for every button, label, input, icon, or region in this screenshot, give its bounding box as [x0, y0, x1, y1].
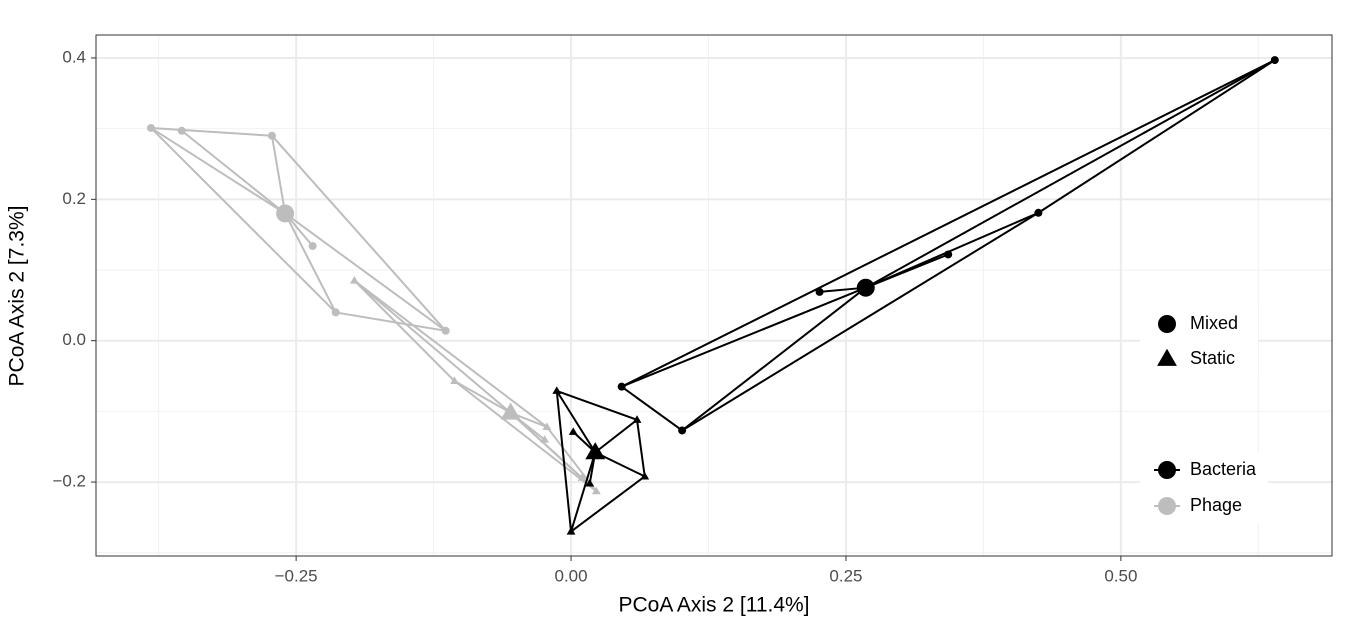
- y-axis-title: PCoA Axis 2 [7.3%]: [6, 206, 29, 387]
- point: [944, 250, 953, 259]
- x-tick-label: 0.00: [554, 566, 587, 585]
- spider-line: [570, 452, 597, 532]
- legend-key: [1158, 315, 1176, 333]
- legend-label: Static: [1190, 348, 1235, 368]
- spider-line: [594, 419, 638, 454]
- point: [1034, 208, 1043, 217]
- spider-line: [865, 59, 1276, 289]
- hull-edge: [681, 211, 1039, 432]
- point: [308, 241, 317, 250]
- legend-key: [1157, 348, 1177, 366]
- spider-line: [353, 279, 512, 414]
- point: [331, 308, 340, 317]
- x-tick-label: 0.25: [829, 566, 862, 585]
- plot-background: [96, 35, 1332, 556]
- point: [577, 473, 587, 481]
- hull-edge: [353, 279, 456, 382]
- plot-border: [95, 34, 1333, 557]
- point: [632, 415, 642, 423]
- hull-edge: [335, 311, 446, 332]
- hull-edge: [546, 426, 598, 492]
- spider-line: [284, 213, 337, 313]
- point: [450, 376, 459, 385]
- point: [566, 526, 576, 535]
- spider-line: [270, 135, 287, 214]
- x-tick-label: −0.25: [275, 566, 318, 585]
- spider-line: [453, 380, 512, 414]
- hull-edge: [556, 389, 638, 421]
- spider-line: [150, 127, 286, 215]
- spider-line: [681, 286, 867, 432]
- spider-line: [555, 390, 597, 453]
- hull-edge: [621, 59, 1276, 388]
- spider-line: [284, 212, 447, 332]
- legend-label: Bacteria: [1190, 459, 1257, 479]
- centroid: [856, 278, 875, 297]
- legend-key: [1158, 497, 1176, 515]
- point: [591, 486, 601, 495]
- centroid: [585, 442, 606, 460]
- hull-edge: [271, 135, 447, 332]
- legend-label: Mixed: [1190, 313, 1238, 333]
- hull-edge: [353, 279, 548, 428]
- point: [441, 326, 450, 335]
- spider-line: [621, 286, 867, 388]
- hull-edge: [555, 390, 573, 532]
- hull-edge: [150, 126, 273, 137]
- legend-label: Phage: [1190, 495, 1242, 515]
- point: [542, 422, 552, 430]
- centroid: [500, 402, 521, 420]
- point: [1270, 56, 1279, 65]
- hull-edge: [570, 475, 646, 533]
- point: [540, 435, 550, 443]
- x-axis-title: PCoA Axis 2 [11.4%]: [618, 594, 809, 617]
- point: [640, 471, 650, 480]
- hull-edge: [1037, 59, 1276, 214]
- point: [267, 131, 276, 140]
- hull-edge: [150, 127, 337, 314]
- centroid: [276, 204, 295, 223]
- hull-edge: [621, 385, 683, 432]
- y-tick-label: 0.4: [62, 47, 86, 66]
- x-tick-label: 0.50: [1104, 566, 1137, 585]
- legend-key: [1158, 461, 1176, 479]
- point: [568, 427, 578, 435]
- point: [552, 386, 562, 394]
- point: [678, 426, 687, 435]
- point: [815, 287, 824, 296]
- point: [146, 123, 155, 132]
- y-tick-label: 0.0: [62, 330, 86, 349]
- y-tick-label: −0.2: [52, 472, 86, 491]
- point: [585, 478, 595, 487]
- spider-line: [865, 253, 949, 289]
- point: [177, 126, 186, 135]
- spider-line: [181, 129, 286, 215]
- point: [617, 382, 626, 391]
- point: [350, 276, 359, 284]
- hull-edge: [453, 380, 597, 493]
- y-tick-label: 0.2: [62, 189, 86, 208]
- hull-edge: [636, 419, 646, 477]
